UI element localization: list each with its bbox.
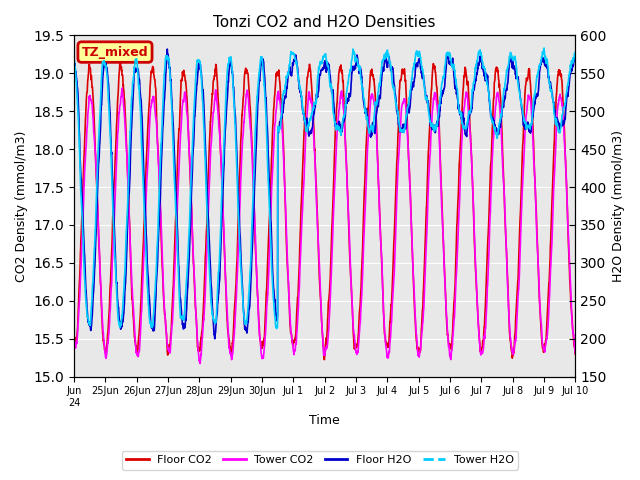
Title: Tonzi CO2 and H2O Densities: Tonzi CO2 and H2O Densities <box>213 15 436 30</box>
Y-axis label: CO2 Density (mmol/m3): CO2 Density (mmol/m3) <box>15 131 28 282</box>
Text: TZ_mixed: TZ_mixed <box>82 46 148 59</box>
Y-axis label: H2O Density (mmol/m3): H2O Density (mmol/m3) <box>612 130 625 282</box>
Legend: Floor CO2, Tower CO2, Floor H2O, Tower H2O: Floor CO2, Tower CO2, Floor H2O, Tower H… <box>122 451 518 469</box>
X-axis label: Time: Time <box>309 414 340 427</box>
